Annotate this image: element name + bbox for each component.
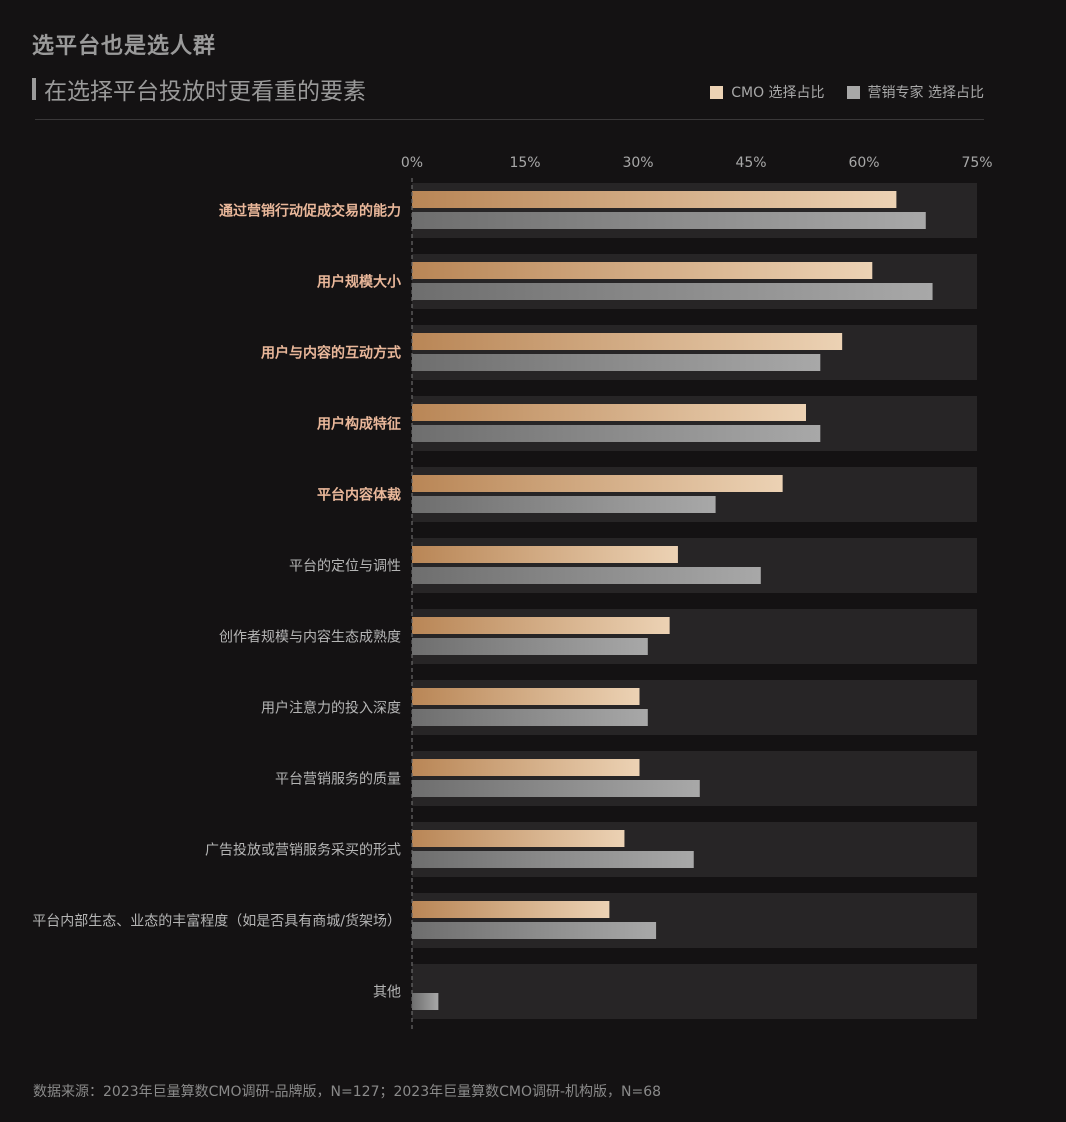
bar-expert <box>412 212 926 229</box>
bar-cmo <box>412 617 670 634</box>
bar-cmo <box>412 475 783 492</box>
category-label: 平台的定位与调性 <box>289 559 401 575</box>
row-band <box>412 964 977 1019</box>
bar-expert <box>412 283 933 300</box>
x-tick-label: 75% <box>961 155 992 171</box>
bar-expert <box>412 993 439 1010</box>
category-label: 用户注意力的投入深度 <box>261 700 401 717</box>
x-tick-label: 0% <box>401 155 423 171</box>
chart-subtitle-text: 在选择平台投放时更看重的要素 <box>44 79 366 105</box>
category-label: 其他 <box>373 985 401 1001</box>
subtitle-marker-icon <box>32 78 36 100</box>
x-tick-label: 15% <box>509 155 540 171</box>
category-label: 广告投放或营销服务采买的形式 <box>205 843 401 859</box>
legend-label-cmo: CMO 选择占比 <box>731 85 825 101</box>
bar-expert <box>412 425 821 442</box>
bar-expert <box>412 567 761 584</box>
bar-cmo <box>412 404 806 421</box>
legend-label-expert: 营销专家 选择占比 <box>867 85 984 101</box>
bar-cmo <box>412 262 873 279</box>
bar-expert <box>412 922 657 939</box>
bar-expert <box>412 354 821 371</box>
bar-expert <box>412 780 700 797</box>
bar-cmo <box>412 191 897 208</box>
bar-cmo <box>412 901 610 918</box>
category-label: 平台内容体裁 <box>317 487 401 504</box>
legend-item-expert: 营销专家 选择占比 <box>846 82 984 102</box>
data-source-note: 数据来源：2023年巨量算数CMO调研-品牌版，N=127；2023年巨量算数C… <box>33 1084 662 1100</box>
bar-chart: 0% 15% 30% 45% 60% 75% 通过营销行动促成交易的能力用户规模大小用户与内… <box>32 155 993 1031</box>
bar-expert <box>412 851 694 868</box>
bar-cmo <box>412 546 678 563</box>
bar-cmo <box>412 830 625 847</box>
legend-item-cmo: CMO 选择占比 <box>710 82 825 102</box>
category-label: 通过营销行动促成交易的能力 <box>219 203 401 220</box>
x-tick-label: 30% <box>622 155 653 171</box>
bar-expert <box>412 638 648 655</box>
category-label: 用户与内容的互动方式 <box>261 345 401 362</box>
bar-cmo <box>412 759 640 776</box>
category-label: 平台内部生态、业态的丰富程度（如是否具有商城/货架场） <box>32 913 401 930</box>
bar-expert <box>412 496 716 513</box>
header-divider <box>35 119 984 120</box>
chart-legend: CMO 选择占比 营销专家 选择占比 <box>710 82 984 102</box>
chart-subtitle: 在选择平台投放时更看重的要素 <box>32 72 366 106</box>
bar-cmo <box>412 688 640 705</box>
bar-expert <box>412 709 648 726</box>
category-label: 用户构成特征 <box>317 416 401 433</box>
page-title: 选平台也是选人群 <box>32 34 217 59</box>
category-label: 平台营销服务的质量 <box>275 772 401 788</box>
x-tick-label: 45% <box>735 155 766 171</box>
legend-swatch-expert <box>846 85 860 99</box>
x-tick-label: 60% <box>848 155 879 171</box>
bar-cmo <box>412 333 843 350</box>
legend-swatch-cmo <box>710 85 724 99</box>
category-label: 创作者规模与内容生态成熟度 <box>219 629 401 646</box>
category-label: 用户规模大小 <box>317 274 401 291</box>
